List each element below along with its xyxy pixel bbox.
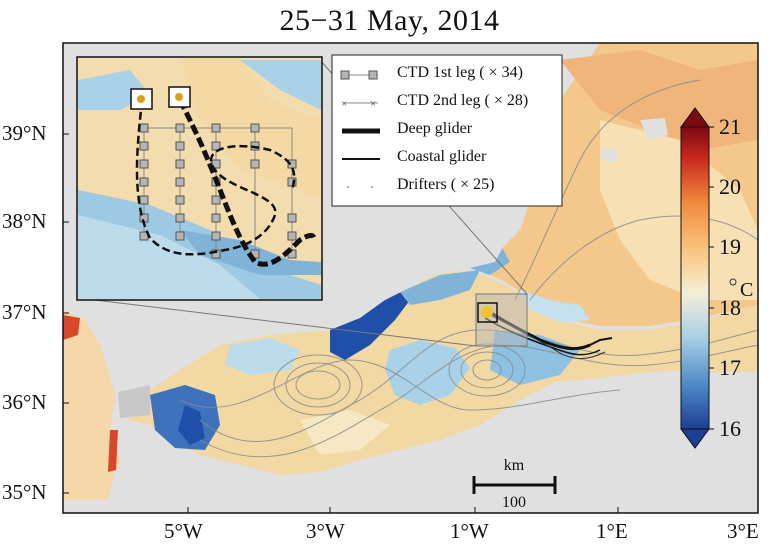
lon-label-5w: 5°W bbox=[164, 519, 203, 543]
scale-bar-unit: km bbox=[504, 457, 525, 474]
colorbar-tick-19: 19 bbox=[719, 234, 741, 259]
lat-label-37n: 37°N bbox=[2, 300, 47, 324]
lat-label-38n: 38°N bbox=[2, 209, 47, 233]
lon-label-1e: 1°E bbox=[596, 519, 628, 543]
legend-deep-glider-label: Deep glider bbox=[397, 120, 473, 137]
colorbar-tick-16: 16 bbox=[719, 416, 741, 441]
study-area-marker bbox=[477, 302, 498, 323]
colorbar-tick-21: 21 bbox=[719, 114, 741, 139]
legend-ctd2-label: CTD 2nd leg ( × 28) bbox=[397, 92, 529, 109]
coastal-glider-track-inset bbox=[135, 99, 296, 256]
legend-coastal-glider-label: Coastal glider bbox=[397, 148, 487, 165]
colorbar-tick-18: 18 bbox=[719, 295, 741, 320]
colorbar-tick-20: 20 bbox=[719, 174, 741, 199]
svg-text:×: × bbox=[370, 98, 376, 110]
svg-text:×: × bbox=[341, 98, 347, 110]
legend-ctd1-label: CTD 1st leg ( × 34) bbox=[397, 64, 523, 81]
legend: × × bbox=[331, 54, 563, 207]
axis-ticks bbox=[63, 133, 619, 513]
inset-connector-bottom bbox=[77, 297, 477, 347]
lat-label-36n: 36°N bbox=[2, 390, 47, 414]
map-title: 25−31 May, 2014 bbox=[279, 4, 500, 37]
lon-label-1w: 1°W bbox=[450, 519, 489, 543]
drifter-cluster bbox=[481, 306, 493, 318]
lon-label-3w: 3°W bbox=[306, 519, 345, 543]
study-area-box bbox=[475, 293, 528, 347]
scale-bar: km 100 bbox=[472, 457, 557, 511]
lat-label-39n: 39°N bbox=[2, 121, 47, 145]
lon-label-3e: 3°E bbox=[727, 519, 759, 543]
lat-label-35n: 35°N bbox=[2, 480, 47, 504]
deep-glider-track-inset bbox=[177, 98, 317, 267]
colorbar bbox=[680, 107, 714, 449]
legend-drifters-label: Drifters ( × 25) bbox=[397, 176, 495, 193]
zoom-inset bbox=[76, 56, 323, 301]
colorbar-tick-17: 17 bbox=[719, 355, 741, 380]
map-frame bbox=[62, 42, 759, 514]
station-c-marker bbox=[729, 278, 737, 286]
scale-bar-value: 100 bbox=[502, 494, 526, 511]
station-c-label: C bbox=[740, 279, 753, 301]
